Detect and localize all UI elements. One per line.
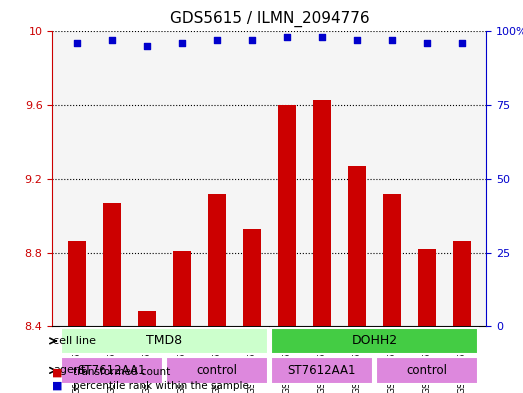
Text: ST7612AA1: ST7612AA1: [288, 364, 356, 377]
Point: [317, 34, 326, 40]
Text: DOHH2: DOHH2: [351, 334, 397, 347]
Point: [73, 40, 81, 46]
Bar: [68, 241, 86, 393]
Point: [213, 37, 221, 44]
Point: [388, 37, 396, 44]
Bar: [208, 194, 225, 393]
Bar: [138, 311, 155, 393]
Point: [282, 34, 291, 40]
Bar: [418, 249, 436, 393]
Point: [458, 40, 466, 46]
Point: [143, 43, 151, 49]
Point: [248, 37, 256, 44]
Point: [353, 37, 361, 44]
Text: agent: agent: [53, 365, 85, 375]
FancyBboxPatch shape: [271, 357, 372, 384]
Point: [423, 40, 431, 46]
FancyBboxPatch shape: [166, 357, 268, 384]
FancyBboxPatch shape: [61, 357, 163, 384]
Bar: [383, 194, 401, 393]
Text: ■: ■: [52, 381, 63, 391]
Text: ■: ■: [52, 367, 63, 377]
Bar: [313, 99, 331, 393]
Text: transformed count: transformed count: [73, 367, 170, 377]
Point: [178, 40, 186, 46]
Bar: [243, 229, 260, 393]
Title: GDS5615 / ILMN_2094776: GDS5615 / ILMN_2094776: [169, 11, 369, 27]
Text: TMD8: TMD8: [146, 334, 183, 347]
Bar: [453, 241, 471, 393]
Bar: [348, 166, 366, 393]
Bar: [173, 251, 190, 393]
Text: percentile rank within the sample: percentile rank within the sample: [73, 381, 249, 391]
Text: control: control: [406, 364, 447, 377]
Text: ST7612AA1: ST7612AA1: [77, 364, 146, 377]
Text: cell line: cell line: [53, 336, 96, 346]
FancyBboxPatch shape: [61, 328, 268, 354]
Point: [108, 37, 116, 44]
Bar: [103, 203, 121, 393]
FancyBboxPatch shape: [376, 357, 477, 384]
Text: control: control: [196, 364, 237, 377]
Bar: [278, 105, 295, 393]
FancyBboxPatch shape: [271, 328, 477, 354]
